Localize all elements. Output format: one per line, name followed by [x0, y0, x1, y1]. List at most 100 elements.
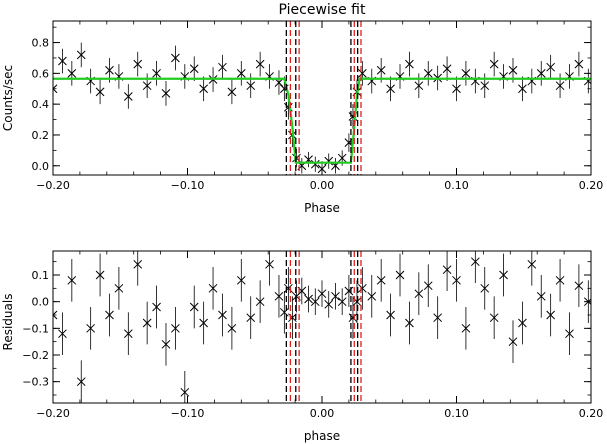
marker-stroke [86, 323, 96, 333]
data-point [405, 318, 414, 328]
marker-stroke [142, 318, 152, 328]
data-point [508, 65, 518, 75]
data-point [123, 329, 133, 339]
y-tick-label: 0.0 [32, 296, 50, 309]
data-point [357, 283, 367, 293]
data-point [324, 156, 334, 166]
marker-stroke [288, 313, 297, 323]
marker-stroke [317, 289, 327, 299]
marker-stroke [555, 81, 565, 91]
marker-stroke [480, 283, 490, 293]
marker-stroke [324, 156, 334, 166]
data-layer [53, 42, 591, 175]
data-point [489, 59, 499, 69]
marker-stroke [352, 297, 362, 307]
data-point [414, 289, 424, 299]
data-point [433, 313, 443, 323]
marker-stroke [423, 69, 433, 78]
chart-title: Piecewise fit [279, 2, 366, 18]
data-point [480, 81, 490, 91]
marker-stroke [331, 291, 340, 301]
marker-stroke [265, 259, 274, 269]
light-curve-panel: Piecewise fit −0.20 −0.10 0.00 0.10 0.20 0.0 0… [1, 2, 603, 215]
data-point [565, 329, 574, 339]
marker-stroke [199, 318, 208, 328]
marker-stroke [189, 64, 199, 74]
data-point [536, 291, 546, 301]
marker-stroke [461, 69, 471, 78]
data-point [218, 310, 227, 320]
x-tick-label: 0.10 [444, 407, 469, 420]
data-point [236, 275, 246, 285]
data-point [227, 87, 237, 97]
data-point [461, 323, 471, 333]
marker-stroke [395, 270, 405, 280]
marker-stroke [324, 299, 334, 309]
marker-stroke [171, 323, 180, 333]
data-point [310, 159, 320, 169]
data-point [574, 281, 584, 291]
marker-stroke [246, 313, 256, 323]
marker-stroke [574, 281, 584, 291]
data-point [255, 59, 265, 69]
data-point [555, 275, 565, 285]
marker-stroke [218, 62, 227, 72]
data-point [405, 59, 414, 69]
data-point [536, 69, 546, 78]
data-point [265, 259, 274, 269]
y-axis-label: Residuals [1, 294, 15, 351]
marker-stroke [414, 81, 424, 91]
x-tick-label: −0.20 [36, 407, 70, 420]
marker-stroke [499, 270, 508, 280]
data-point [386, 310, 395, 320]
marker-stroke [95, 270, 105, 280]
data-point [152, 302, 161, 312]
data-point [142, 318, 152, 328]
marker-stroke [442, 64, 452, 74]
marker-stroke [470, 257, 480, 267]
data-point [304, 294, 313, 304]
data-point [395, 270, 405, 280]
y-tick-label: 0.6 [32, 67, 50, 80]
data-point [133, 59, 143, 69]
x-tick-label: 0.00 [310, 407, 335, 420]
data-point [442, 265, 452, 275]
data-point [555, 81, 565, 91]
data-point [67, 275, 77, 285]
marker-stroke [527, 259, 537, 269]
data-point [480, 283, 490, 293]
data-point [105, 310, 114, 320]
marker-stroke [452, 84, 461, 94]
data-point [236, 69, 246, 78]
data-point [171, 323, 180, 333]
y-tick-label: 0.0 [32, 160, 50, 173]
data-point [337, 153, 347, 163]
data-point [95, 87, 105, 97]
data-point [452, 275, 461, 285]
data-point [246, 81, 256, 91]
data-point [337, 297, 347, 307]
marker-stroke [105, 310, 114, 320]
data-point [53, 310, 58, 320]
marker-stroke [189, 302, 199, 312]
marker-stroke [480, 81, 490, 91]
marker-stroke [546, 310, 556, 320]
data-point [546, 310, 556, 320]
x-tick-label: 0.20 [579, 179, 604, 192]
data-point [461, 69, 471, 78]
data-point [105, 65, 114, 75]
data-point [574, 59, 584, 69]
data-point [367, 291, 377, 301]
data-point [452, 84, 461, 94]
marker-stroke [376, 275, 386, 285]
marker-stroke [53, 314, 58, 320]
marker-stroke [274, 291, 284, 301]
marker-stroke [255, 59, 265, 69]
marker-stroke [536, 69, 546, 78]
marker-stroke [442, 265, 452, 275]
marker-stroke [180, 387, 190, 397]
data-point [386, 84, 395, 94]
data-point [189, 302, 199, 312]
marker-stroke [405, 318, 414, 328]
marker-stroke [405, 59, 414, 69]
